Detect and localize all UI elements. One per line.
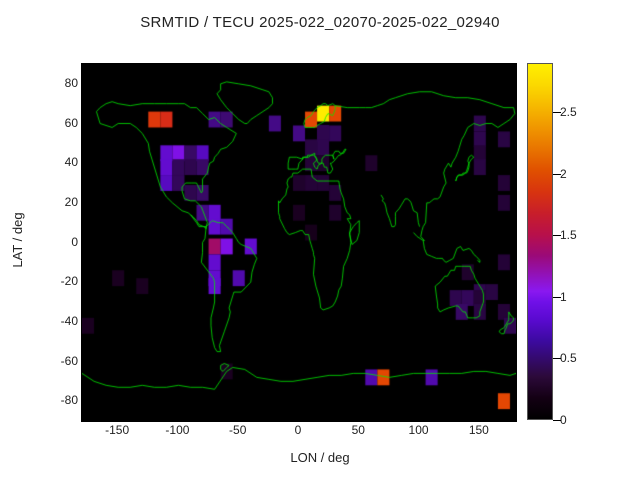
chart-root: SRMTID / TECU 2025-022_02070-2025-022_02… <box>0 0 640 480</box>
colorbar[interactable] <box>527 63 553 420</box>
colorbar-tickmark-2.5 <box>553 112 561 113</box>
colorbar-gradient <box>527 63 553 420</box>
colorbar-tickmark-0.5 <box>553 358 561 359</box>
colorbar-tickmark-0 <box>553 420 561 421</box>
colorbar-tickmark-2 <box>553 174 561 175</box>
ytick--20: -20 <box>44 274 78 288</box>
xtick-50: 50 <box>338 423 378 437</box>
colorbar-tick-0: 0 <box>560 413 567 427</box>
heatmap-canvas <box>82 64 516 421</box>
colorbar-tick-1: 1 <box>560 290 567 304</box>
colorbar-tickmark-1 <box>553 297 561 298</box>
colorbar-tickmark-1.5 <box>553 235 561 236</box>
colorbar-tick-1.5: 1.5 <box>560 228 577 242</box>
ytick-80: 80 <box>44 76 78 90</box>
map-plot-area <box>81 63 517 422</box>
xtick--50: -50 <box>218 423 258 437</box>
xtick--100: -100 <box>157 423 197 437</box>
xtick-100: 100 <box>399 423 439 437</box>
colorbar-tick-0.5: 0.5 <box>560 351 577 365</box>
ytick-60: 60 <box>44 116 78 130</box>
chart-title: SRMTID / TECU 2025-022_02070-2025-022_02… <box>0 14 640 31</box>
colorbar-tick-2.5: 2.5 <box>560 105 577 119</box>
ytick--80: -80 <box>44 393 78 407</box>
ytick--40: -40 <box>44 314 78 328</box>
colorbar-tick-2: 2 <box>560 167 567 181</box>
ytick-0: 0 <box>44 235 78 249</box>
xtick--150: -150 <box>97 423 137 437</box>
ytick--60: -60 <box>44 354 78 368</box>
xtick-150: 150 <box>459 423 499 437</box>
xaxis-label: LON / deg <box>0 450 640 465</box>
ytick-20: 20 <box>44 195 78 209</box>
ytick-40: 40 <box>44 155 78 169</box>
yaxis-label: LAT / deg <box>10 212 25 267</box>
xtick-0: 0 <box>278 423 318 437</box>
